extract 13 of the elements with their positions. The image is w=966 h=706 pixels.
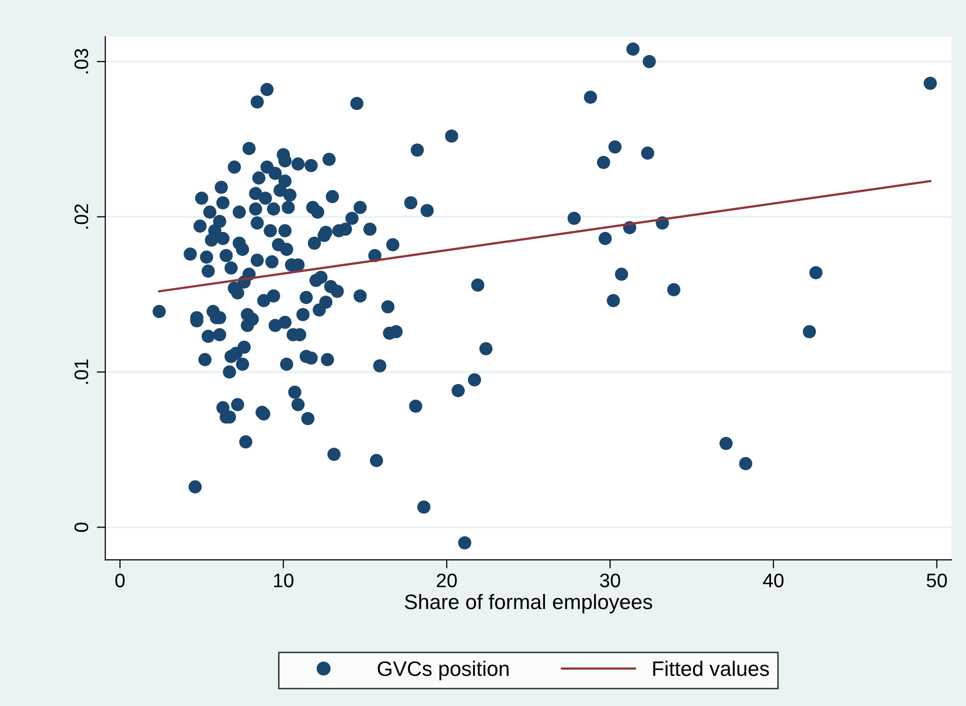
x-tick-label: 30	[600, 574, 620, 588]
x-tick-label: 40	[763, 574, 784, 588]
x-axis-title: Share of formal employees	[404, 594, 652, 614]
legend-label: GVCs position	[378, 660, 509, 680]
x-tick-label: 20	[436, 574, 457, 588]
y-tick-label: 0	[74, 522, 88, 532]
x-tick-label: 0	[115, 574, 125, 588]
legend-label: Fitted values	[653, 660, 769, 676]
y-tick-label: .03	[74, 48, 88, 74]
y-tick-label: .01	[74, 359, 88, 384]
x-tick-label: 10	[274, 574, 294, 588]
x-tick-label: 50	[926, 574, 947, 588]
y-tick-label: .02	[74, 204, 88, 229]
